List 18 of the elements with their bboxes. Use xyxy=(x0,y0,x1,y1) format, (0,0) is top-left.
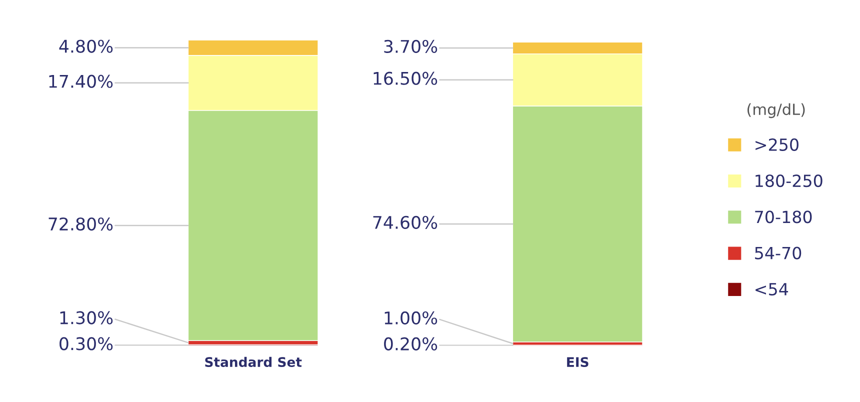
data-label: 72.80% xyxy=(48,217,113,231)
legend-title: (mg/dL) xyxy=(748,103,805,118)
data-label: 3.70% xyxy=(384,40,438,53)
legend-label: 54-70 xyxy=(755,246,802,260)
data-label: 74.60% xyxy=(373,216,438,229)
data-label: 4.80% xyxy=(59,40,113,53)
legend-label: >250 xyxy=(756,138,798,151)
x-tick-label: Standard Set xyxy=(205,356,302,368)
data-label: 1.30% xyxy=(60,311,113,324)
data-label: 16.50% xyxy=(374,72,438,85)
legend-label: 70-180 xyxy=(755,210,812,224)
data-label: 0.20% xyxy=(384,337,438,350)
x-tick-label: EIS xyxy=(567,357,588,368)
legend-label: <54 xyxy=(756,283,788,296)
legend-label: 180-250 xyxy=(756,174,822,188)
data-label: 1.00% xyxy=(384,311,438,324)
data-label: 17.40% xyxy=(49,74,113,88)
data-label: 0.30% xyxy=(60,337,113,350)
